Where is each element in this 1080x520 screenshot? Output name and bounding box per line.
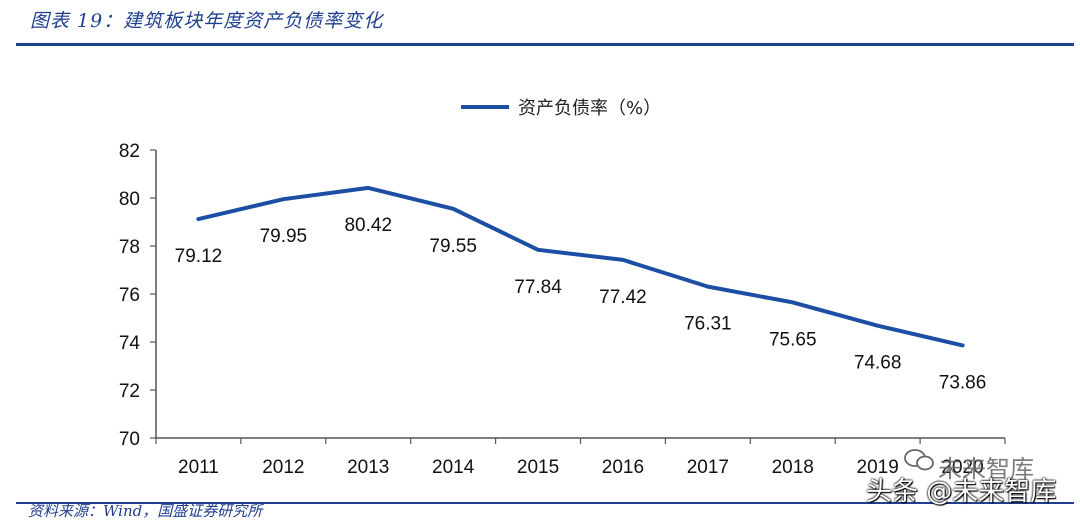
x-tick-label: 2017: [687, 457, 729, 478]
watermark-author: 头条 @未来智库: [866, 477, 1057, 507]
legend: 资产负债率（%）: [461, 98, 661, 119]
data-label: 76.31: [684, 314, 732, 335]
data-label: 77.42: [599, 287, 647, 308]
data-label: 73.86: [939, 372, 987, 393]
data-label: 80.42: [344, 215, 392, 236]
x-tick-label: 2013: [347, 457, 389, 478]
series-line: [196, 185, 965, 348]
x-tick-label: 2016: [602, 457, 644, 478]
bottom-rule: [16, 502, 1074, 504]
y-axis-ticks: 70 72 74 76 78 80 82: [119, 141, 156, 450]
x-tick-label: 2019: [857, 457, 899, 478]
data-label: 75.65: [769, 329, 817, 350]
figure-title: 图表 19：建筑板块年度资产负债率变化: [30, 10, 384, 32]
y-tick-label: 72: [119, 381, 140, 402]
y-tick-label: 74: [119, 333, 141, 354]
watermark-logo: 未来智库: [902, 449, 1034, 484]
x-tick-label: 2014: [432, 457, 475, 478]
line-chart: 资产负债率（%） 70 72 74 76 78 80 82 2011 2012 2013 2014…: [119, 98, 1006, 478]
data-labels: 79.12 79.95 80.42 79.55 77.84 77.42 76.31 75.65…: [175, 215, 987, 393]
x-tick-label: 2012: [262, 457, 304, 478]
x-tick-label: 2018: [772, 457, 814, 478]
chat-bubble-icon: [904, 449, 934, 471]
x-axis-ticks: 2011 2012 2013 2014 2015 2016 2017 2018 2019 2020: [155, 438, 1006, 478]
data-label: 79.95: [260, 226, 308, 247]
y-tick-label: 80: [119, 189, 140, 210]
data-label: 77.84: [514, 277, 562, 298]
x-tick-label: 2015: [517, 457, 559, 478]
data-label: 74.68: [854, 353, 902, 374]
legend-label: 资产负债率（%）: [518, 98, 661, 119]
y-tick-label: 76: [119, 285, 140, 306]
top-rule: [16, 43, 1074, 46]
axes: [155, 150, 1005, 439]
source-note: 资料来源：Wind，国盛证券研究所: [28, 502, 263, 520]
y-tick-label: 70: [119, 429, 140, 450]
x-tick-label: 2011: [178, 457, 219, 478]
y-tick-label: 78: [119, 237, 140, 258]
data-label: 79.55: [429, 236, 477, 257]
y-tick-label: 82: [119, 141, 140, 162]
watermark-logo-text: 未来智库: [938, 455, 1034, 483]
data-label: 79.12: [175, 246, 223, 267]
x-tick-label: 2020: [941, 457, 983, 478]
